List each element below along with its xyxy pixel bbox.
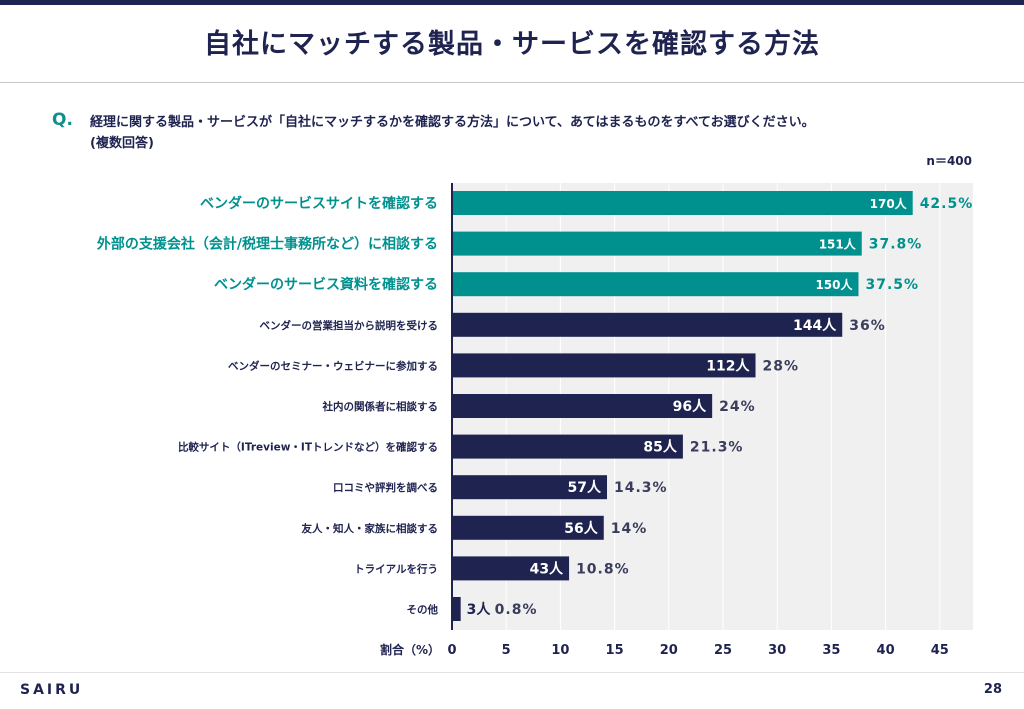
count-label: 3人: [467, 601, 492, 618]
category-label: ベンダーの営業担当から説明を受ける: [260, 319, 439, 332]
count-label: 43人: [530, 560, 564, 577]
bar: [452, 312, 843, 337]
value-label: 36%: [849, 318, 886, 334]
count-label: 85人: [643, 439, 677, 456]
value-label: 21.3%: [690, 440, 744, 456]
x-tick-label: 5: [502, 643, 511, 658]
count-label: 151人: [819, 237, 857, 252]
value-label: 24%: [719, 399, 756, 415]
bar: [452, 434, 683, 459]
bar: [452, 556, 570, 581]
bar: [452, 515, 604, 540]
question-text: 経理に関する製品・サービスが「自社にマッチするかを確認する方法」について、あては…: [90, 112, 990, 154]
page-title: 自社にマッチする製品・サービスを確認する方法: [204, 29, 820, 60]
footer-divider: [0, 672, 1024, 673]
count-label: 56人: [564, 520, 598, 537]
x-tick-label: 0: [447, 643, 456, 658]
x-tick-label: 35: [822, 643, 840, 658]
page-number: 28: [983, 682, 1002, 697]
category-label: 外部の支援会社（会計/税理士事務所など）に相談する: [97, 236, 438, 253]
x-tick-label: 30: [768, 643, 786, 658]
bar: [452, 597, 461, 621]
sample-size: n＝400: [926, 154, 972, 168]
bar: [452, 272, 859, 297]
x-tick-label: 45: [931, 643, 949, 658]
category-label: ベンダーのサービス資料を確認する: [214, 276, 438, 293]
x-axis-label: 割合（%）: [380, 642, 440, 657]
category-label: 社内の関係者に相談する: [322, 400, 439, 413]
value-label: 14.3%: [614, 480, 668, 496]
x-tick-label: 40: [877, 643, 895, 658]
value-label: 42.5%: [920, 196, 974, 212]
category-label: 口コミや評判を調べる: [333, 481, 438, 494]
count-label: 96人: [673, 398, 707, 415]
count-label: 170人: [870, 196, 908, 211]
bar: [452, 191, 913, 215]
x-tick-label: 15: [606, 643, 624, 658]
category-label: ベンダーのセミナー・ウェビナーに参加する: [228, 359, 438, 372]
bar: [452, 475, 608, 500]
value-label: 37.8%: [869, 237, 923, 253]
value-label: 37.5%: [866, 277, 920, 293]
bar: [452, 231, 862, 256]
count-label: 144人: [793, 317, 837, 334]
count-label: 57人: [568, 479, 602, 496]
value-label: 0.8%: [495, 602, 538, 618]
value-label: 10.8%: [576, 561, 630, 577]
bar: [452, 394, 713, 418]
top-accent-bar: [0, 0, 1024, 5]
x-tick-label: 20: [660, 643, 678, 658]
category-label: 比較サイト（ITreview・ITトレンドなど）を確認する: [178, 441, 438, 454]
x-tick-label: 10: [551, 643, 569, 658]
count-label: 150人: [815, 277, 853, 292]
question-body: 経理に関する製品・サービスが「自社にマッチするかを確認する方法」について、あては…: [90, 115, 815, 130]
category-label: その他: [407, 603, 439, 616]
header-divider: [0, 82, 1024, 83]
x-tick-label: 25: [714, 643, 732, 658]
bar: [452, 353, 756, 378]
category-label: トライアルを行う: [354, 562, 438, 575]
value-label: 14%: [611, 521, 648, 537]
value-label: 28%: [763, 358, 800, 374]
category-label: ベンダーのサービスサイトを確認する: [200, 195, 438, 212]
question-note: (複数回答): [90, 136, 154, 151]
company-logo: SAIRU: [20, 682, 84, 698]
question-mark: Q.: [52, 110, 73, 130]
category-label: 友人・知人・家族に相談する: [301, 522, 439, 535]
count-label: 112人: [706, 357, 750, 374]
